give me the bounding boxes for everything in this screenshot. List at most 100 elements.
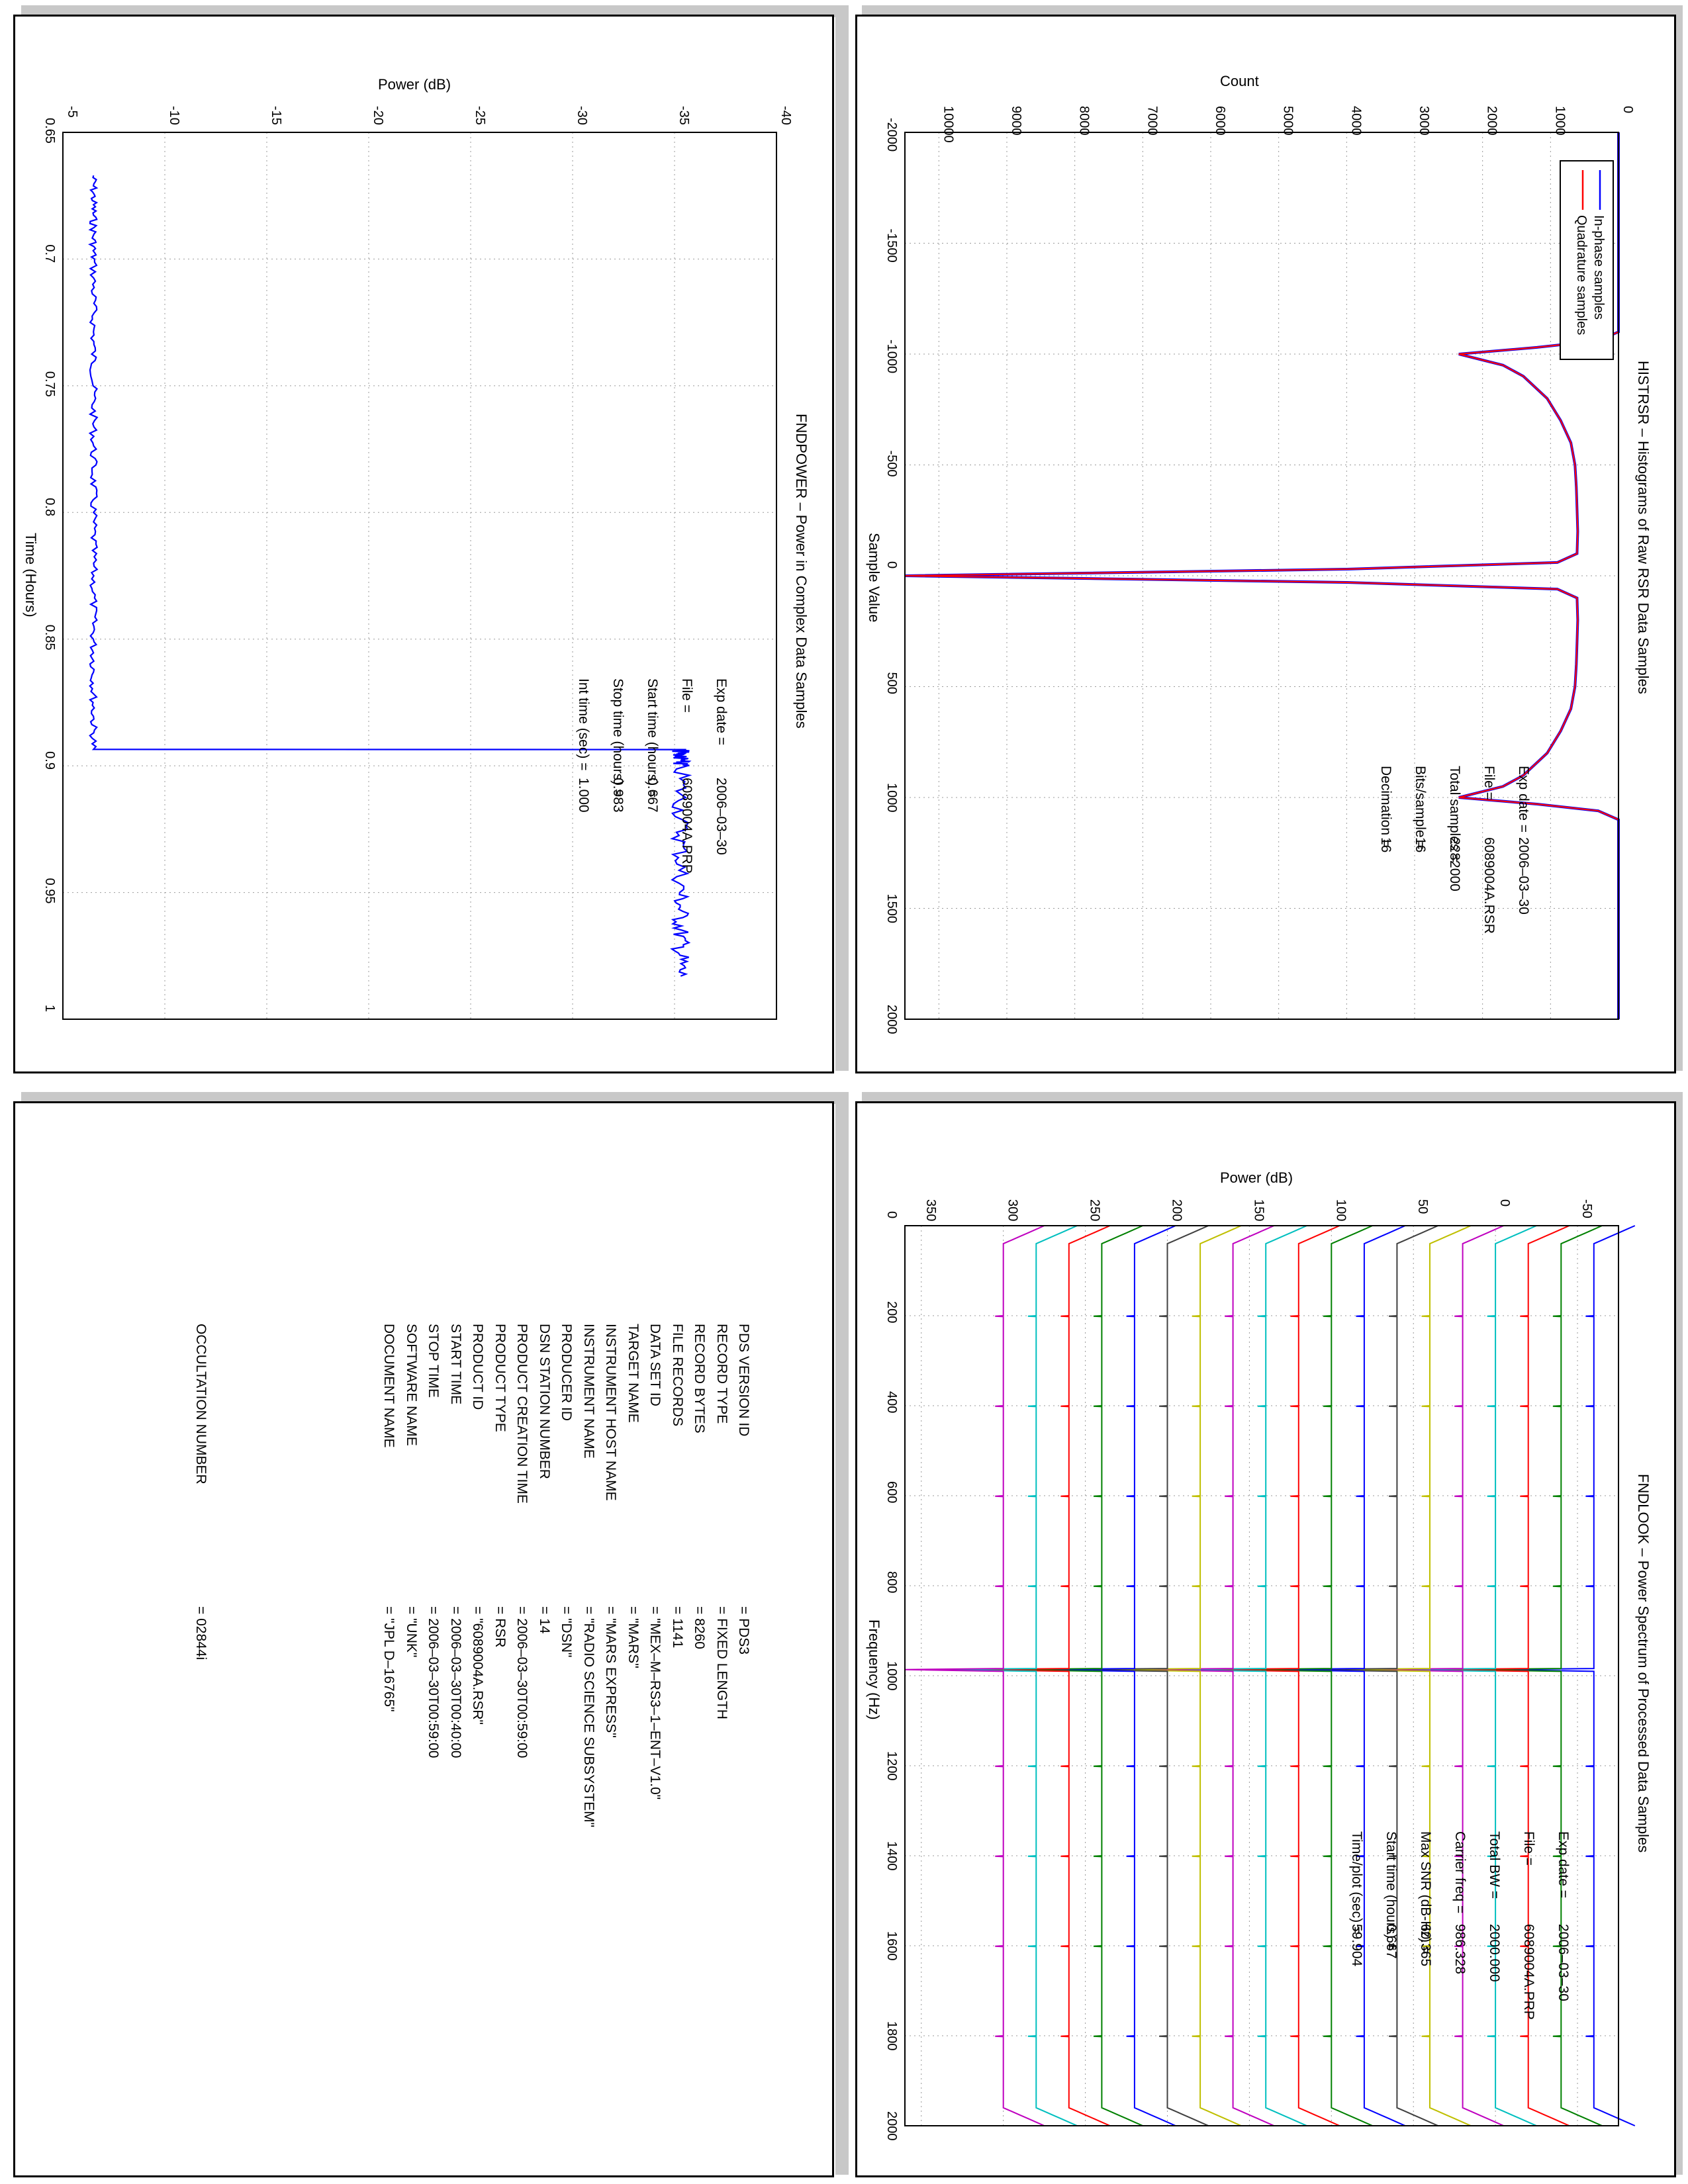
label-key: SOFTWARE NAME xyxy=(403,1324,419,1446)
pow-info-value: 6089004A.PRP xyxy=(679,778,694,874)
fndlook-series-line xyxy=(1134,1225,1274,2126)
label-key: INSTRUMENT NAME xyxy=(581,1324,596,1459)
fndpower-xlabel: Time (Hours) xyxy=(23,533,39,617)
fndlook-series-line xyxy=(1429,1225,1570,2126)
look-info-key: Start time (hours) = xyxy=(1383,1831,1399,1950)
fndpower-info: Exp date = 2006–03–30 File = 6089004A.PRP St… xyxy=(576,678,729,874)
pow-ytick-label: -20 xyxy=(371,106,385,125)
histrsr-legend-label: Quadrature samples xyxy=(1574,215,1589,335)
look-xtick-label: 1400 xyxy=(884,1841,899,1871)
look-xtick-label: 1800 xyxy=(884,2021,899,2051)
histrsr-xlabel: Sample Value xyxy=(866,533,882,622)
pow-ytick-label: -30 xyxy=(575,106,589,125)
look-info-value: 986.328 xyxy=(1452,1924,1468,1974)
look-ytick-label: 50 xyxy=(1415,1199,1430,1214)
fndlook-panel: 0 200 400 600 800 1000 1200 1400 1600 1800 2000 -50… xyxy=(855,1101,1676,2177)
look-info-value: 2000.000 xyxy=(1487,1924,1502,1982)
fndlook-series-line xyxy=(1200,1225,1340,2126)
fndlook-series-line xyxy=(1102,1225,1242,2126)
pow-xtick-label: 0.8 xyxy=(42,498,57,516)
panel-shadow xyxy=(835,1092,849,2175)
fndlook-series-line xyxy=(1495,1225,1636,2126)
hist-info-value: 6089004A.RSR xyxy=(1481,837,1497,934)
look-xtick-label: 2000 xyxy=(884,2111,899,2141)
pow-info-value: 0.667 xyxy=(645,778,660,813)
occultation-value: = 02844i xyxy=(193,1606,209,1661)
occultation-key: OCCULTATION NUMBER xyxy=(193,1324,209,1484)
look-ytick-label: 300 xyxy=(1006,1199,1020,1221)
fndpower-series-line xyxy=(88,175,692,977)
hist-info-key: File = xyxy=(1481,766,1497,800)
pow-ytick-label: -25 xyxy=(473,106,487,125)
hist-ytick-label: 5000 xyxy=(1281,106,1295,136)
hist-xtick-label: -1000 xyxy=(884,340,899,373)
label-key: STOP TIME xyxy=(426,1324,441,1398)
label-key: RECORD BYTES xyxy=(692,1324,707,1433)
fndlook-series-line xyxy=(1462,1225,1603,2126)
pow-xtick-label: 0.9 xyxy=(42,751,57,770)
pow-xtick-label: 0.75 xyxy=(42,371,57,397)
histrsr-chart: -2000 -1500 -1000 -500 0 500 1000 1500 2000 0 1000… xyxy=(866,73,1652,1034)
fndlook-plot-frame xyxy=(904,1225,1619,2126)
look-info-value: 2006–03–30 xyxy=(1556,1924,1571,2001)
label-value: = "UNK" xyxy=(403,1606,419,1658)
hist-info-value: 2282000 xyxy=(1447,837,1462,891)
look-ytick-label: 0 xyxy=(1497,1199,1512,1206)
pds-label-table: PDS VERSION ID = PDS3 RECORD TYPE = FIXED L… xyxy=(15,1103,794,2145)
hist-info-value: 16 xyxy=(1378,837,1393,852)
pow-info-key: File = xyxy=(679,678,694,713)
histrsr-grid xyxy=(905,132,1619,1020)
fndlook-series-line xyxy=(1364,1225,1504,2126)
label-key: DATA SET ID xyxy=(647,1324,663,1406)
look-xtick-label: 1600 xyxy=(884,1931,899,1961)
hist-ytick-label: 1000 xyxy=(1552,106,1567,136)
label-key: PRODUCT TYPE xyxy=(492,1324,508,1432)
fndpower-series xyxy=(88,175,692,977)
label-value: = 2006–03–30T00:40:00 xyxy=(447,1606,463,1758)
histrsr-plot-frame xyxy=(904,132,1619,1020)
label-value: = 2006–03–30T00:59:00 xyxy=(514,1606,530,1758)
fndpower-chart: 0.65 0.7 0.75 0.8 0.85 0.9 0.95 1 -40 -35 -30 -25 -2… xyxy=(23,76,810,1020)
label-value: = "MARS EXPRESS" xyxy=(603,1606,618,1738)
look-ytick-label: 350 xyxy=(923,1199,938,1221)
histrsr-panel: -2000 -1500 -1000 -500 0 500 1000 1500 2000 0 1000… xyxy=(855,15,1676,1073)
pow-info-key: Stop time (hours) = xyxy=(610,678,626,797)
hist-ytick-label: 3000 xyxy=(1417,106,1431,136)
fndlook-series-line xyxy=(1167,1225,1307,2126)
fndlook-series-line xyxy=(937,1225,1078,2126)
pow-info-key: Int time (sec) = xyxy=(576,678,591,770)
look-info-key: File = xyxy=(1521,1831,1536,1866)
histrsr-legend-box xyxy=(1560,160,1614,360)
hist-ytick-label: 4000 xyxy=(1348,106,1363,136)
look-xtick-label: 200 xyxy=(884,1301,899,1323)
hist-xtick-label: -500 xyxy=(884,451,899,477)
label-key: PRODUCT ID xyxy=(470,1324,485,1410)
look-xtick-label: 400 xyxy=(884,1391,899,1413)
pow-ytick-label: -35 xyxy=(677,106,691,125)
panel-shadow xyxy=(21,1092,849,1104)
pow-xtick-label: 0.65 xyxy=(42,118,57,144)
label-value: = PDS3 xyxy=(736,1606,751,1655)
label-key: DOCUMENT NAME xyxy=(381,1324,397,1448)
label-key: RECORD TYPE xyxy=(714,1324,729,1424)
hist-xtick-label: -2000 xyxy=(884,118,899,152)
hist-info-value: 16 xyxy=(1413,837,1428,852)
hist-ytick-label: 10000 xyxy=(941,106,955,143)
hist-xtick-label: 2000 xyxy=(884,1005,899,1034)
label-key: DSN STATION NUMBER xyxy=(536,1324,552,1479)
label-key: PDS VERSION ID xyxy=(736,1324,751,1437)
pow-xtick-label: 0.7 xyxy=(42,244,57,263)
look-info-value: 60.365 xyxy=(1418,1924,1433,1966)
fndlook-info: Exp date = 2006–03–30 File = 6089004A.PRP To… xyxy=(1349,1831,1571,2020)
hist-ytick-label: 8000 xyxy=(1077,106,1092,136)
fndlook-series xyxy=(904,1225,1636,2126)
hist-info-value: 2006–03–30 xyxy=(1516,837,1531,915)
pow-ytick-label: -15 xyxy=(269,106,283,125)
fndlook-series-line xyxy=(1068,1225,1209,2126)
fndlook-series-line xyxy=(1331,1225,1472,2126)
label-value: = "RADIO SCIENCE SUBSYSTEM" xyxy=(581,1606,596,1828)
histrsr-ylabel: Count xyxy=(1220,73,1259,89)
hist-xtick-label: -1500 xyxy=(884,229,899,263)
panel-shadow xyxy=(835,5,849,1071)
fndlook-series-line xyxy=(1397,1225,1537,2126)
